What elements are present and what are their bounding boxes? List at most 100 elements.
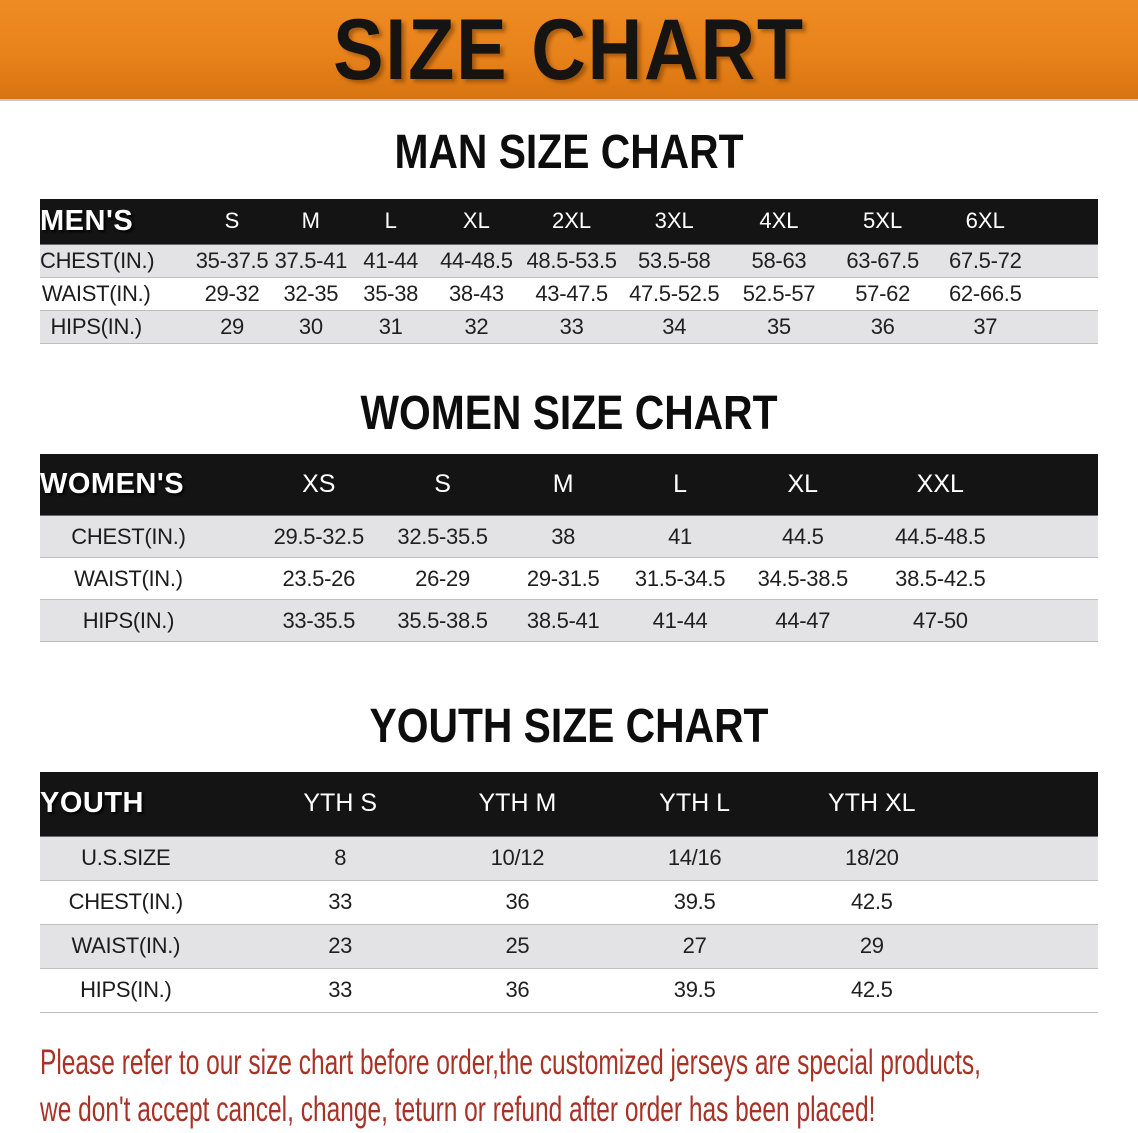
row-label: CHEST(IN.): [40, 247, 155, 273]
size-value: 35-37.5: [195, 247, 269, 273]
spacer-cell: [1013, 454, 1098, 516]
size-value: 32: [464, 313, 489, 339]
size-value: 38: [551, 523, 576, 549]
size-value: 29-32: [204, 280, 260, 306]
size-value: 18/20: [845, 845, 899, 870]
size-value: 36: [505, 889, 530, 914]
size-value: 29-31.5: [526, 565, 600, 591]
size-value: 38.5-41: [526, 607, 600, 633]
size-value: 29.5-32.5: [273, 523, 365, 549]
spacer-cell: [1013, 516, 1098, 558]
youth-size-table: YOUTH YTH S YTH M YTH L YTH XL U.S.SIZE 8 10/1…: [40, 772, 1098, 1013]
size-value: 38.5-42.5: [895, 565, 986, 591]
size-value: 36: [870, 313, 895, 339]
size-value: 32.5-35.5: [397, 523, 488, 549]
row-label: HIPS(IN.): [80, 977, 172, 1002]
row-label: WAIST(IN.): [71, 933, 181, 958]
table-title-cell: MEN'S: [40, 204, 134, 237]
measurement-row: U.S.SIZE 8 10/12 14/16 18/20: [40, 836, 1098, 880]
size-column-header: L: [673, 469, 688, 498]
size-column-header: YTH XL: [828, 789, 916, 818]
women-section-heading: WOMEN SIZE CHART: [360, 386, 778, 440]
size-value: 38-43: [448, 280, 504, 306]
size-value: 33: [328, 889, 353, 914]
size-value: 47-50: [912, 607, 968, 633]
size-value: 26-29: [415, 565, 470, 591]
table-header-row: MEN'S S M L XL 2XL 3XL 4XL 5XL 6XL: [40, 199, 1098, 244]
size-value: 34.5-38.5: [757, 565, 849, 591]
table-header-row: WOMEN'S XS S M L XL XXL: [40, 453, 1098, 516]
measurement-row: WAIST(IN.) 29-32 32-35 35-38 38-43 43-47.5 47.…: [40, 277, 1098, 310]
size-value: 27: [682, 933, 707, 958]
size-column-header: M: [552, 469, 574, 498]
spacer-cell: [960, 836, 1098, 880]
measurement-row: CHEST(IN.) 35-37.5 37.5-41 41-44 44-48.5 48.5…: [40, 244, 1098, 277]
banner: SIZE CHART: [0, 0, 1138, 101]
size-column-header: XL: [462, 208, 490, 234]
size-value: 57-62: [855, 280, 911, 306]
men-size-table: MEN'S S M L XL 2XL 3XL 4XL 5XL 6XL CHEST(IN.) 35-3…: [40, 199, 1098, 344]
row-label: HIPS(IN.): [82, 607, 175, 633]
size-column-header: 4XL: [759, 208, 799, 234]
size-value: 29: [859, 933, 884, 958]
size-value: 58-63: [751, 247, 807, 273]
spacer-cell: [1037, 277, 1098, 310]
size-value: 37.5-41: [274, 247, 348, 273]
measurement-row: WAIST(IN.) 23 25 27 29: [40, 924, 1098, 968]
size-value: 29: [220, 313, 244, 339]
spacer-cell: [1037, 244, 1098, 277]
size-column-header: XXL: [916, 469, 964, 498]
size-column-header: XL: [787, 469, 819, 498]
size-value: 52.5-57: [742, 280, 816, 306]
size-value: 33-35.5: [282, 607, 356, 633]
size-column-header: 2XL: [552, 208, 592, 234]
size-column-header: S: [434, 469, 451, 498]
disclaimer-line-1: Please refer to our size chart before or…: [40, 1042, 981, 1082]
size-value: 41: [668, 523, 692, 549]
size-value: 62-66.5: [948, 280, 1022, 306]
size-value: 63-67.5: [846, 247, 919, 273]
row-label: CHEST(IN.): [68, 889, 184, 914]
table-header-row: YOUTH YTH S YTH M YTH L YTH XL: [40, 772, 1098, 836]
size-column-header: 5XL: [863, 208, 903, 234]
size-value: 23.5-26: [282, 565, 356, 591]
measurement-row: HIPS(IN.) 33-35.5 35.5-38.5 38.5-41 41-44 44-…: [40, 599, 1098, 642]
row-label: WAIST(IN.): [74, 565, 183, 591]
table-title-cell: YOUTH: [40, 787, 144, 820]
measurement-row: HIPS(IN.) 29 30 31 32 33 34 35 36 37: [40, 310, 1098, 343]
measurement-row: CHEST(IN.) 29.5-32.5 32.5-35.5 38 41 44.5 44.5…: [40, 515, 1098, 558]
row-label: HIPS(IN.): [50, 313, 142, 339]
spacer-cell: [1037, 310, 1098, 343]
size-value: 41-44: [363, 247, 419, 273]
size-value: 8: [334, 845, 347, 870]
table-title-cell: WOMEN'S: [40, 467, 185, 500]
disclaimer-line-2: we don't accept cancel, change, teturn o…: [40, 1089, 876, 1129]
spacer-cell: [960, 880, 1098, 924]
size-value: 33: [559, 313, 584, 339]
size-value: 43-47.5: [535, 280, 608, 306]
size-column-header: XS: [302, 469, 336, 498]
measurement-row: CHEST(IN.) 33 36 39.5 42.5: [40, 880, 1098, 924]
page-title: SIZE CHART: [333, 1, 805, 98]
size-value: 10/12: [490, 845, 545, 870]
spacer-cell: [960, 772, 1098, 836]
size-value: 39.5: [673, 889, 716, 914]
spacer-cell: [1013, 558, 1098, 600]
size-value: 44.5: [781, 523, 824, 549]
disclaimer: Please refer to our size chart before or…: [40, 1039, 1138, 1133]
size-value: 42.5: [850, 889, 893, 914]
size-value: 37: [973, 313, 998, 339]
men-section-heading: MAN SIZE CHART: [394, 126, 744, 179]
size-column-header: M: [301, 208, 320, 234]
spacer-cell: [1037, 199, 1098, 244]
size-value: 31.5-34.5: [634, 565, 726, 591]
size-value: 25: [505, 933, 530, 958]
size-value: 53.5-58: [637, 247, 711, 273]
size-column-header: L: [384, 208, 397, 234]
size-value: 34: [662, 313, 687, 339]
row-label: CHEST(IN.): [71, 523, 186, 549]
size-value: 14/16: [667, 845, 722, 870]
size-value: 42.5: [850, 977, 893, 1002]
youth-section-heading: YOUTH SIZE CHART: [369, 700, 769, 753]
